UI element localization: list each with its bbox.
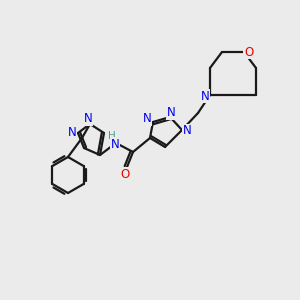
Text: N: N (84, 112, 92, 125)
Text: O: O (120, 167, 130, 181)
Text: N: N (142, 112, 152, 125)
Text: N: N (167, 106, 176, 119)
Text: O: O (244, 46, 253, 59)
Text: N: N (111, 137, 119, 151)
Text: N: N (68, 127, 76, 140)
Text: N: N (201, 89, 209, 103)
Text: N: N (183, 124, 191, 137)
Text: H: H (108, 131, 116, 141)
